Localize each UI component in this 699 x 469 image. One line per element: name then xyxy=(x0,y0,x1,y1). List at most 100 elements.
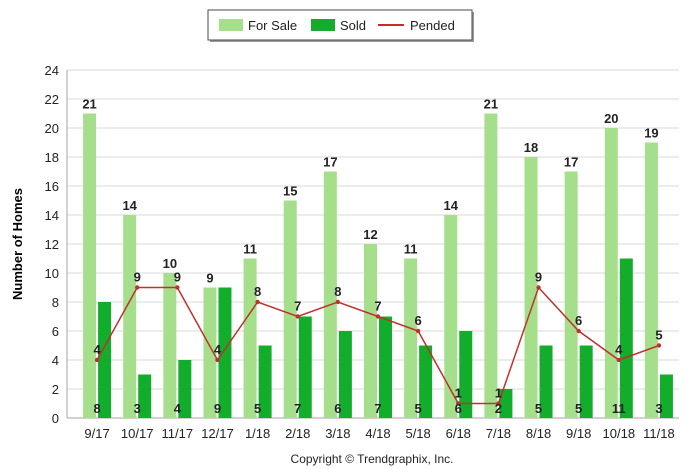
sold-value-label: 6 xyxy=(334,401,341,416)
pended-value-label: 8 xyxy=(334,284,341,299)
for-sale-value-label: 9 xyxy=(206,271,213,286)
pended-point xyxy=(656,343,662,348)
for-sale-bar xyxy=(444,215,458,418)
x-tick-label: 3/18 xyxy=(325,426,350,441)
y-tick-label: 10 xyxy=(45,266,59,281)
x-tick-label: 9/17 xyxy=(84,426,109,441)
legend-label-for-sale: For Sale xyxy=(248,18,297,33)
sold-bar xyxy=(499,389,513,418)
y-tick-label: 0 xyxy=(52,411,59,426)
sold-value-label: 7 xyxy=(294,401,301,416)
sold-bar xyxy=(459,331,473,418)
legend-label-sold: Sold xyxy=(340,18,366,33)
legend-label-pended: Pended xyxy=(410,18,455,33)
for-sale-value-label: 10 xyxy=(163,256,177,271)
sold-value-label: 5 xyxy=(415,401,422,416)
sold-bar xyxy=(178,360,192,418)
for-sale-value-label: 11 xyxy=(404,242,418,257)
for-sale-value-label: 20 xyxy=(604,111,618,126)
sold-bar xyxy=(138,374,152,418)
sold-bar xyxy=(98,302,112,418)
pended-value-label: 5 xyxy=(655,328,662,343)
for-sale-bar xyxy=(203,287,217,418)
x-tick-label: 4/18 xyxy=(365,426,390,441)
pended-line xyxy=(94,285,662,406)
sold-bar xyxy=(579,345,593,418)
sold-bar xyxy=(218,287,232,418)
pended-value-label: 9 xyxy=(535,270,542,285)
pended-point xyxy=(215,357,220,363)
for-sale-value-label: 12 xyxy=(363,227,377,242)
for-sale-value-label: 11 xyxy=(243,242,257,257)
pended-value-label: 4 xyxy=(93,342,101,357)
sold-value-label: 5 xyxy=(535,401,542,416)
legend-box xyxy=(207,9,473,41)
pended-point xyxy=(94,357,100,363)
x-tick-label: 1/18 xyxy=(245,426,270,441)
copyright-text: Copyright © Trendgraphix, Inc. xyxy=(291,452,454,466)
pended-point xyxy=(536,285,541,290)
y-tick-label: 18 xyxy=(45,150,59,165)
sold-bar xyxy=(379,316,392,418)
for-sale-value-label: 18 xyxy=(524,140,538,155)
for-sale-bar xyxy=(644,142,658,418)
for-sale-bar xyxy=(564,171,578,418)
pended-point xyxy=(456,401,461,406)
sold-bar xyxy=(258,345,272,418)
pended-value-label: 1 xyxy=(495,386,502,401)
sold-value-label: 7 xyxy=(374,401,381,416)
for-sale-bar xyxy=(283,200,297,418)
pended-point xyxy=(255,299,260,305)
pended-value-label: 4 xyxy=(615,342,623,357)
pended-point xyxy=(375,314,381,319)
sold-bar xyxy=(619,258,633,418)
for-sale-value-label: 15 xyxy=(283,184,297,199)
for-sale-bar xyxy=(524,157,538,418)
pended-value-label: 9 xyxy=(134,270,141,285)
legend-swatch-sold xyxy=(311,19,335,31)
pended-point xyxy=(335,299,341,305)
y-tick-label: 14 xyxy=(45,208,59,223)
y-axis-title: Number of Homes xyxy=(10,188,25,300)
pended-value-label: 8 xyxy=(254,284,261,299)
sold-bar xyxy=(659,374,673,418)
for-sale-value-label: 17 xyxy=(564,155,578,170)
pended-point xyxy=(415,328,421,334)
pended-value-label: 9 xyxy=(174,270,181,285)
sold-bar xyxy=(539,345,553,418)
legend: For Sale Sold Pended xyxy=(207,9,474,42)
y-tick-label: 12 xyxy=(45,237,59,252)
pended-value-label: 6 xyxy=(415,313,422,328)
y-tick-label: 22 xyxy=(45,92,59,107)
sold-value-label: 9 xyxy=(214,401,221,416)
sold-value-label: 5 xyxy=(575,401,582,416)
pended-value-label: 7 xyxy=(374,299,381,314)
sold-value-label: 4 xyxy=(174,401,182,416)
pended-point xyxy=(616,357,621,363)
for-sale-bar xyxy=(604,128,618,418)
y-tick-label: 16 xyxy=(45,179,59,194)
for-sale-bar xyxy=(243,258,257,418)
pended-value-label: 1 xyxy=(455,386,462,401)
for-sale-bar xyxy=(323,171,337,418)
sold-value-label: 3 xyxy=(655,401,662,416)
sold-value-label: 8 xyxy=(93,401,100,416)
x-tick-label: 10/17 xyxy=(121,426,154,441)
x-tick-label: 9/18 xyxy=(566,426,591,441)
pended-value-label: 7 xyxy=(294,299,301,314)
for-sale-bar xyxy=(83,113,97,418)
sold-value-label: 2 xyxy=(495,401,502,416)
x-tick-label: 7/18 xyxy=(486,426,511,441)
pended-value-label: 4 xyxy=(214,342,222,357)
for-sale-bar xyxy=(163,273,177,418)
pended-point xyxy=(295,314,300,319)
sold-value-label: 11 xyxy=(612,401,626,416)
x-tick-label: 5/18 xyxy=(405,426,430,441)
pended-value-label: 6 xyxy=(575,313,582,328)
sold-value-label: 5 xyxy=(254,401,261,416)
x-tick-label: 6/18 xyxy=(446,426,471,441)
